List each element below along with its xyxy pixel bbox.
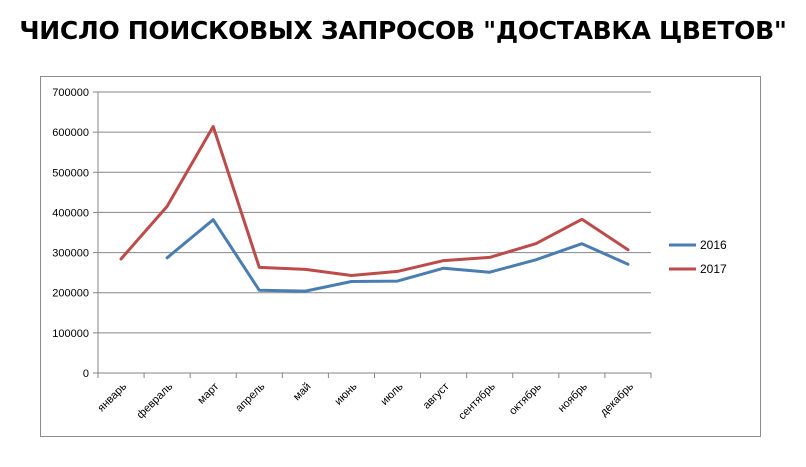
series-lines (119, 125, 630, 293)
y-tick-label: 700000 (52, 87, 89, 99)
x-tick-label: сентябрь (456, 380, 498, 422)
y-axis-tick-labels: 0 100000 200000 300000 400000 500000 600000 700… (52, 87, 89, 380)
chart-area (40, 76, 761, 437)
x-axis-tick-labels: январь февраль март апрель май июнь июль август… (95, 380, 636, 422)
y-tick-label: 100000 (52, 328, 89, 340)
x-tick-label: январь (95, 380, 129, 414)
x-tick-label: ноябрь (556, 380, 590, 414)
x-tick-label: май (291, 381, 314, 404)
legend: 2016 2017 (669, 238, 727, 276)
x-tick-label: июнь (333, 380, 360, 407)
x-tick-label: март (195, 381, 221, 407)
x-tick-label: февраль (135, 380, 176, 421)
series-line-2016 (165, 218, 630, 293)
y-tick-label: 0 (83, 368, 89, 380)
legend-label: 2016 (700, 238, 727, 252)
x-tick-label: июль (379, 380, 406, 407)
y-tick-label: 300000 (52, 248, 89, 260)
y-tick-label: 400000 (52, 207, 89, 219)
x-tick-label: декабрь (598, 380, 636, 418)
x-tick-label: октябрь (507, 380, 544, 417)
y-tick-label: 200000 (52, 288, 89, 300)
legend-label: 2017 (700, 262, 727, 276)
x-tick-label: август (421, 381, 452, 412)
chart-title: ЧИСЛО ПОИСКОВЫХ ЗАПРОСОВ "ДОСТАВКА ЦВЕТО… (19, 16, 787, 45)
series-line-2017 (119, 125, 630, 277)
x-tick-label: апрель (233, 380, 267, 414)
y-tick-label: 500000 (52, 167, 89, 179)
y-tick-label: 600000 (52, 127, 89, 139)
axes (93, 91, 652, 378)
gridlines (98, 91, 651, 334)
